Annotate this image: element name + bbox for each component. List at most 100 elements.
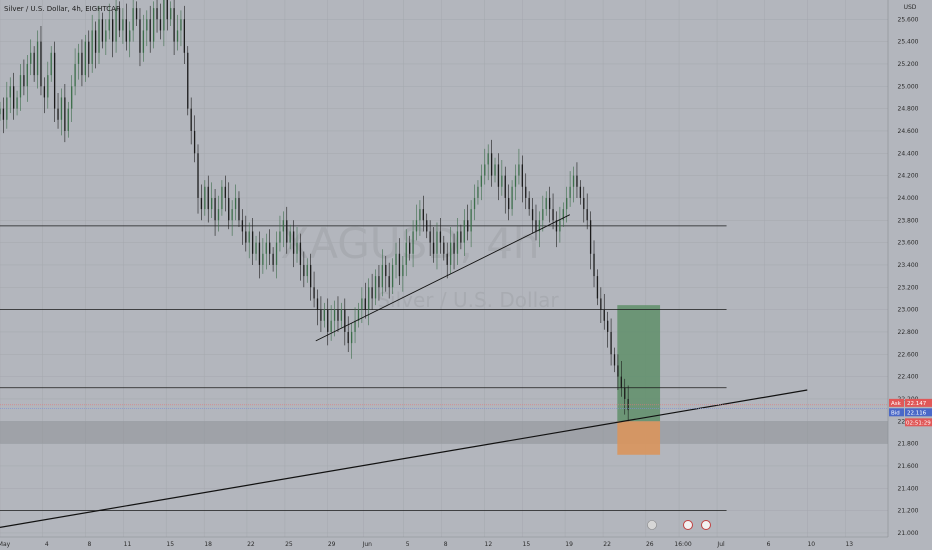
us-event-flag-icon[interactable] (683, 520, 693, 530)
candle-body (251, 231, 254, 254)
price-tick-label: 22.600 (898, 351, 919, 358)
candle-body (538, 220, 541, 232)
candle-body (135, 8, 138, 20)
candle-body (463, 220, 465, 243)
candle-body (57, 108, 59, 120)
position-target-area[interactable] (617, 305, 661, 422)
trendline (315, 214, 571, 342)
candle-body (405, 242, 407, 265)
candle-body (525, 186, 527, 198)
candle-body (552, 209, 554, 221)
event-markers[interactable] (647, 520, 711, 530)
candle-body (395, 253, 397, 265)
time-tick-label: 16:00 (674, 541, 691, 548)
candle-body (439, 231, 442, 243)
price-tick-label: 23.800 (898, 217, 919, 224)
candle-body (364, 298, 366, 310)
candle-body (245, 231, 247, 243)
chart-legend[interactable]: Silver / U.S. Dollar, 4h, EIGHTCAP (4, 5, 120, 13)
price-axis[interactable] (888, 0, 932, 550)
event-marker-icon[interactable] (647, 520, 657, 530)
countdown-value: 02:51:29 (906, 420, 931, 426)
us-event-flag-icon[interactable] (701, 520, 711, 530)
candle-body (74, 63, 76, 87)
time-tick-label: 12 (485, 541, 493, 548)
candle-body (221, 186, 223, 210)
time-tick-label: 8 (444, 541, 448, 548)
candle-body (228, 197, 230, 221)
candle-body (402, 264, 404, 277)
candle-body (521, 164, 523, 187)
candle-body (118, 8, 121, 31)
candle-body (508, 197, 510, 210)
candle-body (108, 19, 110, 31)
candle-body (545, 197, 547, 210)
trendlines[interactable] (0, 214, 808, 528)
candle-body (436, 231, 438, 254)
price-tick-label: 24.000 (898, 195, 919, 202)
candle-body (354, 320, 356, 332)
price-tick-label: 21.000 (898, 530, 919, 537)
time-tick-label: 6 (767, 541, 771, 548)
time-tick-label: 11 (124, 541, 132, 548)
candle-body (350, 331, 353, 344)
candle-body (593, 253, 595, 277)
candle-body (385, 264, 387, 277)
candle-body (484, 164, 486, 176)
candle-body (388, 276, 390, 288)
time-tick-label: 22 (247, 541, 255, 548)
time-axis[interactable] (0, 537, 888, 550)
candle-body (600, 298, 602, 310)
candle-body (456, 231, 459, 254)
candle-body (337, 309, 339, 321)
candle-body (207, 186, 209, 210)
price-tick-label: 24.600 (898, 128, 919, 135)
candle-body (200, 197, 203, 210)
candle-body (368, 287, 370, 310)
horizontal-levels[interactable] (0, 225, 727, 512)
position-stop-area[interactable] (617, 421, 661, 455)
candle-body (40, 41, 42, 87)
time-tick-label: 19 (565, 541, 573, 548)
time-tick-label: 22 (603, 541, 611, 548)
candle-body (477, 186, 479, 198)
time-tick-label: 15 (166, 541, 174, 548)
candle-body (306, 264, 308, 277)
candle-body (460, 231, 462, 243)
candle-body (419, 209, 421, 221)
candle-body (214, 197, 216, 221)
candle-body (572, 175, 575, 187)
candle-body (84, 41, 87, 76)
price-tick-label: 22.400 (898, 374, 919, 381)
candle-body (432, 242, 435, 254)
candle-body (518, 164, 520, 176)
candle-body (275, 242, 278, 265)
candle-body (586, 209, 588, 221)
candle-body (607, 320, 609, 332)
price-tick-label: 25.200 (898, 61, 919, 68)
candle-body (313, 287, 315, 299)
candle-body (132, 8, 134, 31)
candle-body (19, 75, 22, 98)
candle-body (361, 298, 363, 310)
bid-price-value: 22.116 (907, 410, 927, 416)
time-tick-label: 15 (523, 541, 531, 548)
candle-body (60, 97, 63, 120)
ask-label: Ask (891, 401, 902, 407)
candle-body (429, 231, 431, 243)
candle-body (357, 309, 360, 321)
candle-body (511, 186, 513, 210)
candle-body (9, 86, 11, 98)
candle-body (26, 63, 28, 87)
ask-price-tag: Ask 22.147 (889, 398, 932, 407)
candle-body (494, 164, 496, 176)
candle-body (269, 242, 271, 254)
candle-body (596, 276, 599, 299)
candle-body (467, 220, 469, 232)
time-tick-label: 4 (45, 541, 49, 548)
candle-body (299, 242, 302, 265)
trendline (0, 389, 808, 528)
candle-body (272, 253, 274, 265)
price-tick-label: 23.200 (898, 284, 919, 291)
